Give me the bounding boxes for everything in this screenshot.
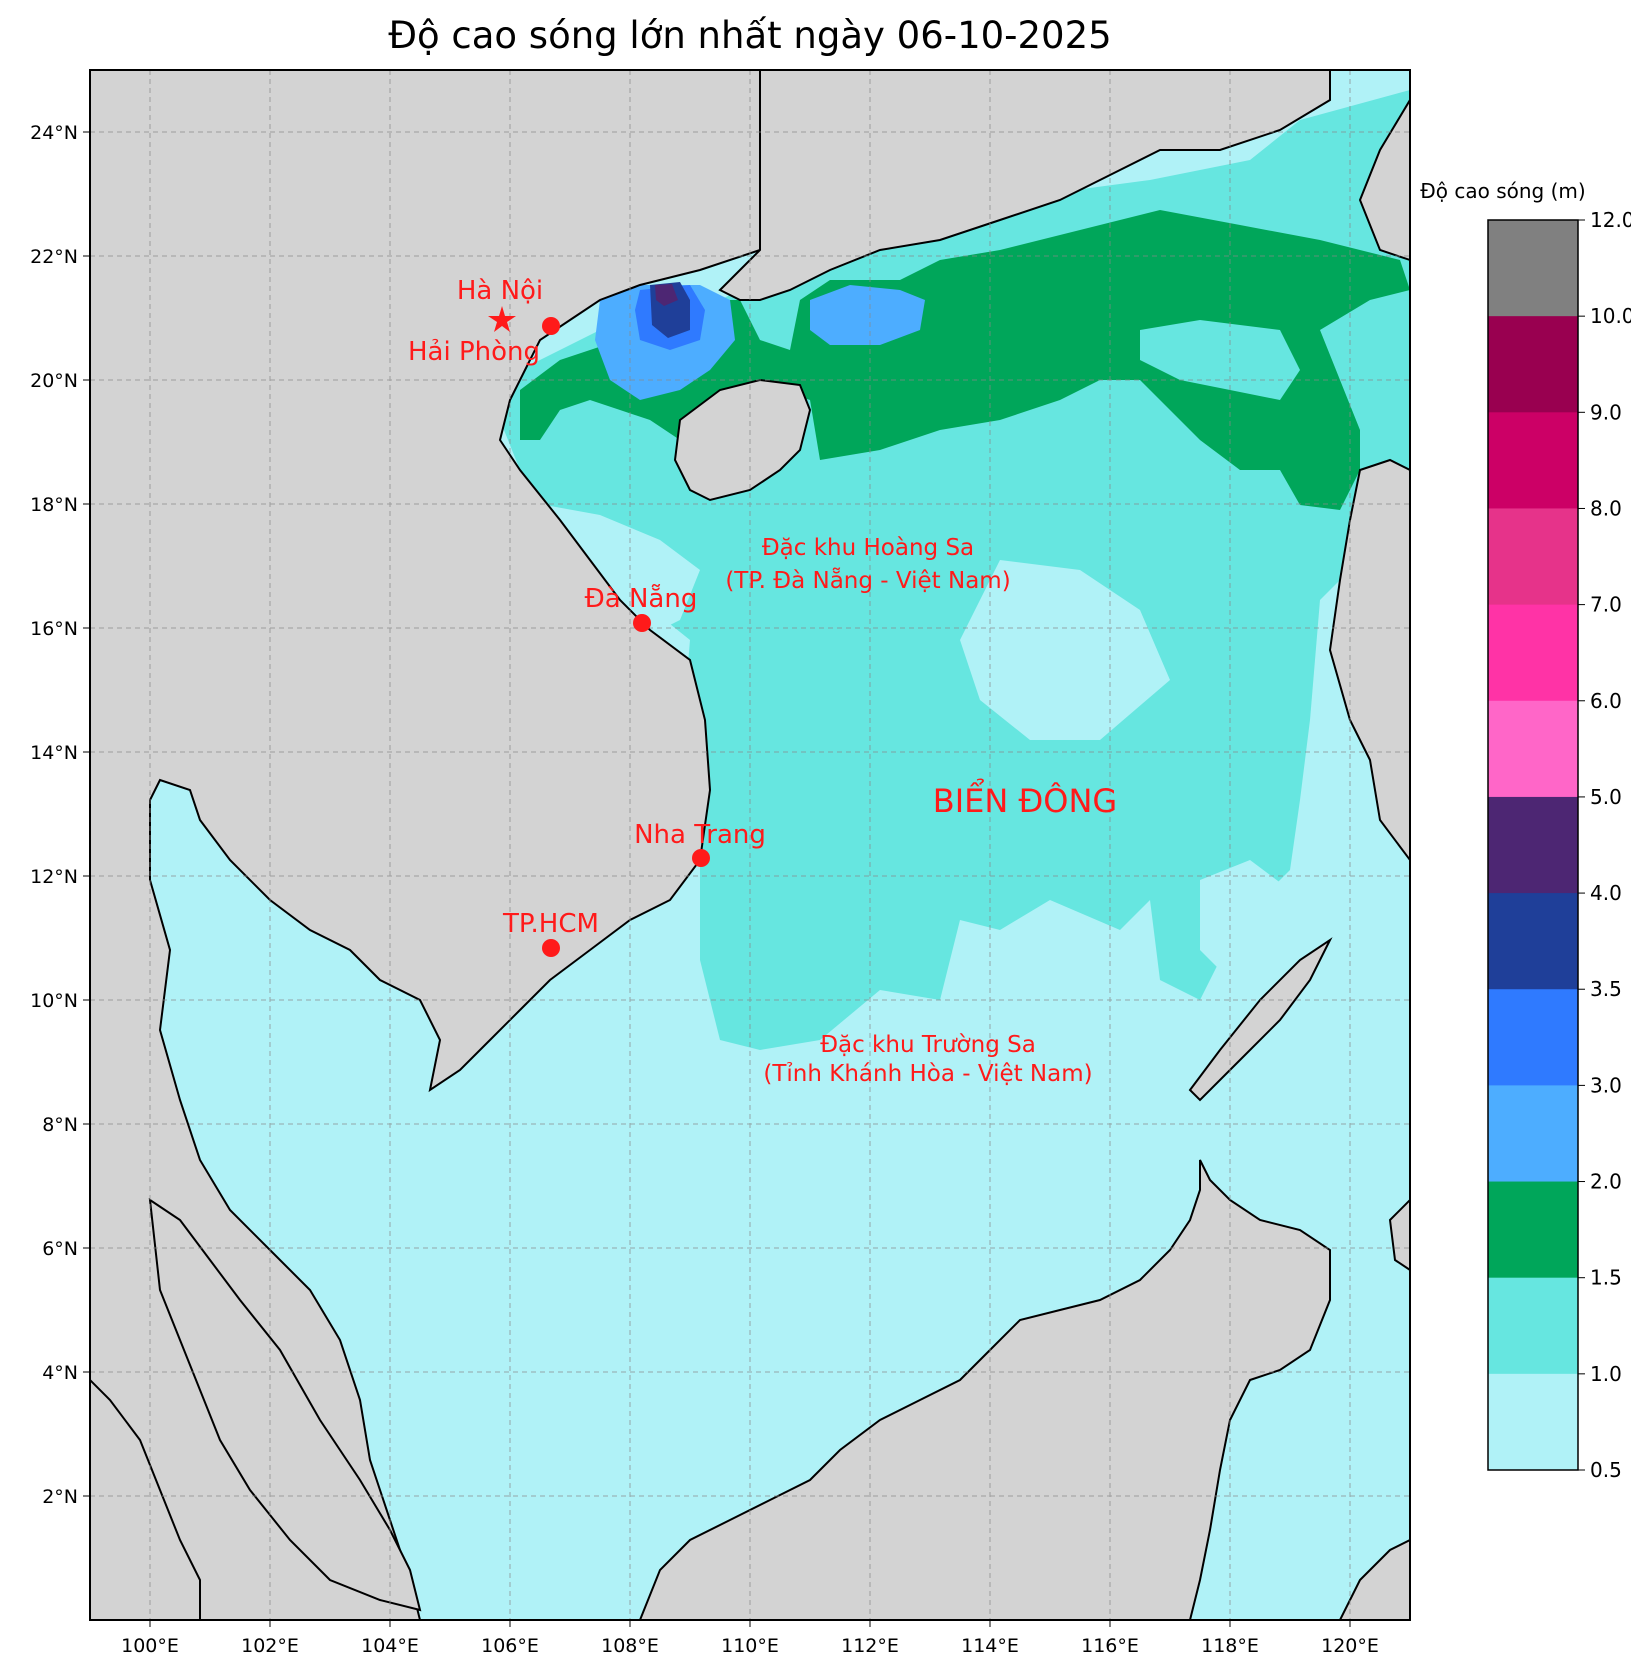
longitude-label: 102°E [241,1635,299,1657]
colorbar-segment [1488,508,1578,606]
colorbar-tick-label: 8.0 [1590,496,1622,520]
colorbar-frame [1487,219,1579,1471]
tphcm-label: TP.HCM [502,909,599,939]
wave-zone-0.5-1m-c [1200,860,1290,980]
colorbar-tick-label: 4.0 [1590,881,1622,905]
latitude-label: 2°N [42,1486,78,1508]
colorbar [1488,220,1578,1471]
longitude-label: 106°E [481,1635,539,1657]
latitude-label: 18°N [30,494,78,516]
da-nang-marker [633,614,651,632]
colorbar-tick-label: 5.0 [1590,785,1622,809]
wave-zone-0.5-1m-b [540,505,700,640]
colorbar-tick-label: 1.0 [1590,1362,1622,1386]
colorbar-segment [1488,796,1578,894]
truong-sa-label-line2: (Tỉnh Khánh Hòa - Việt Nam) [763,1061,1092,1087]
colorbar-segment [1488,220,1578,317]
colorbar-segment [1488,1373,1578,1471]
latitude-label: 16°N [30,618,78,640]
latitude-label: 10°N [30,990,78,1012]
latitude-label: 22°N [30,246,78,268]
longitude-label: 110°E [721,1635,779,1657]
colorbar-segment [1488,989,1578,1086]
longitude-label: 100°E [121,1635,179,1657]
colorbar-segment [1488,1277,1578,1375]
colorbar-segment [1488,1085,1578,1183]
land-sulawesi-edge [1338,1538,1410,1620]
colorbar-tick-label: 6.0 [1590,689,1622,713]
colorbar-tick-label: 3.0 [1590,1073,1622,1097]
wave-zone-2-3m-east [810,285,925,345]
colorbar-tick-label: 9.0 [1590,400,1622,424]
colorbar-ticks: 12.0 10.0 9.0 8.0 7.0 6.0 5.0 4.0 3.5 3.0 2.0 1.5 1.… [1578,208,1631,1482]
latitude-label: 12°N [30,866,78,888]
truong-sa-label-line1: Đặc khu Trường Sa [820,1032,1036,1058]
city-markers [488,306,710,957]
longitude-label: 104°E [361,1635,419,1657]
wave-zone-0.5-1m-a [960,560,1170,740]
hai-phong-marker [542,317,560,335]
hoang-sa-label-line1: Đặc khu Hoàng Sa [762,535,974,561]
latitude-label: 20°N [30,370,78,392]
colorbar-segment [1488,412,1578,509]
wave-zone-1.5-2m-north [520,210,1410,510]
latitude-label: 8°N [42,1114,78,1136]
colorbar-tick-label: 0.5 [1590,1458,1622,1482]
tphcm-marker [542,939,560,957]
colorbar-segment [1488,1181,1578,1279]
colorbar-segment [1488,604,1578,702]
map-area [90,70,1410,1620]
colorbar-segment [1488,893,1578,990]
land-peninsula [148,1197,422,1612]
nha-trang-label: Nha Trang [634,820,766,850]
latitude-label: 6°N [42,1238,78,1260]
latitude-labels: 24°N 22°N 20°N 18°N 16°N 14°N 12°N 10°N 8°N 6°N 4°… [30,122,90,1508]
bien-dong-label: BIỂN ĐÔNG [933,778,1117,820]
hai-phong-label: Hải Phòng [408,337,540,367]
land-palawan [1188,937,1333,1102]
longitude-label: 116°E [1081,1635,1139,1657]
colorbar-tick-label: 1.5 [1590,1266,1622,1290]
ha-noi-star-marker [488,306,516,332]
colorbar-title: Độ cao sóng (m) [1420,179,1585,203]
grid-lines [90,70,1410,1620]
hoang-sa-label-line2: (TP. Đà Nẵng - Việt Nam) [725,566,1010,594]
longitude-label: 114°E [961,1635,1019,1657]
longitude-label: 120°E [1321,1635,1379,1657]
colorbar-segment [1488,316,1578,413]
nha-trang-marker [692,849,710,867]
land-hainan [673,378,812,502]
wave-zone-4-5m [655,284,678,306]
longitude-label: 118°E [1201,1635,1259,1657]
longitude-labels: 100°E 102°E 104°E 106°E 108°E 110°E 112°E 114°E… [121,1620,1379,1657]
ha-noi-label: Hà Nội [457,276,543,306]
longitude-label: 112°E [841,1635,899,1657]
colorbar-tick-label: 12.0 [1590,208,1631,232]
land-borneo [638,1159,1331,1620]
colorbar-segment [1488,700,1578,798]
land-mindanao-edge [1388,1198,1410,1272]
colorbar-tick-label: 3.5 [1590,977,1622,1001]
da-nang-label: Đà Nẵng [585,583,698,614]
land-taiwan [1358,98,1410,262]
latitude-label: 24°N [30,122,78,144]
longitude-label: 108°E [601,1635,659,1657]
colorbar-tick-label: 2.0 [1590,1170,1622,1194]
map-title: Độ cao sóng lớn nhất ngày 06-10-2025 [388,14,1112,57]
colorbar-tick-label: 7.0 [1590,593,1622,617]
latitude-label: 14°N [30,742,78,764]
colorbar-tick-label: 10.0 [1590,304,1631,328]
latitude-label: 4°N [42,1362,78,1384]
land-china-south [718,70,1331,301]
